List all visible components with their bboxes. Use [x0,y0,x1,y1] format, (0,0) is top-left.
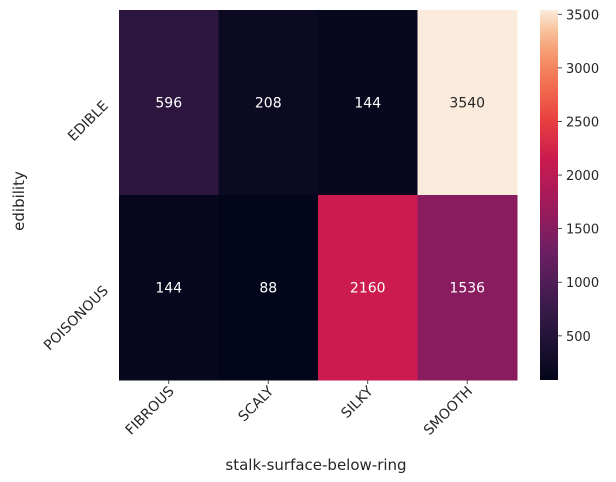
heatmap-cell [218,195,319,381]
cell-value-label: 88 [259,281,277,297]
x-tick-label: SILKY [338,383,377,422]
heatmap-cell [417,10,518,196]
colorbar-ticks: 500 1000 1500 2000 2500 3000 3500 [558,8,599,345]
colorbar-tick-label: 500 [566,330,591,345]
x-tick-label: SCALY [236,383,278,425]
x-axis-label: stalk-surface-below-ring [225,456,406,474]
y-tick-labels: EDIBLE POISONOUS [41,98,112,354]
heatmap-cell [218,10,319,196]
cell-value-label: 596 [155,96,182,112]
colorbar-tick-label: 2000 [566,169,599,184]
heatmap-cell [318,10,418,196]
colorbar-tick-label: 1500 [566,223,599,238]
heatmap-cell [417,195,518,381]
colorbar [540,10,558,380]
colorbar-tick-label: 3500 [566,8,599,23]
y-axis-label: edibility [10,171,28,231]
colorbar-tick-label: 1000 [566,276,599,291]
heatmap-cell [119,10,219,196]
cell-labels: 596 208 144 3540 144 88 2160 1536 [155,96,485,297]
cell-value-label: 208 [255,96,282,112]
heatmap-cell [318,195,418,381]
x-tick-label: FIBROUS [123,383,178,438]
y-tick-label: POISONOUS [41,283,112,354]
x-tick-label: SMOOTH [421,384,476,439]
cell-value-label: 144 [354,96,381,112]
x-tick-labels: FIBROUS SCALY SILKY SMOOTH [123,380,476,439]
cell-value-label: 2160 [350,281,386,297]
heatmap-cell [119,195,219,381]
y-tick-label: EDIBLE [65,98,112,145]
cell-value-label: 144 [155,281,182,297]
heatmap-cells [119,10,518,381]
colorbar-tick-label: 3000 [566,62,599,77]
cell-value-label: 1536 [449,281,485,297]
colorbar-tick-label: 2500 [566,115,599,130]
cell-value-label: 3540 [449,96,485,112]
